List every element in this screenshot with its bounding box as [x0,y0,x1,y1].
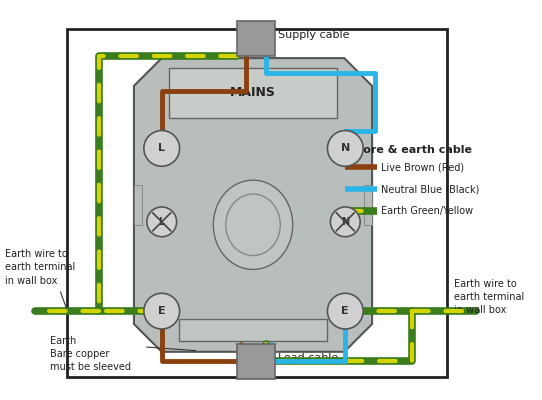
Text: Neutral Blue (Black): Neutral Blue (Black) [381,184,479,194]
Bar [169,68,337,118]
Text: Live Brown (Red): Live Brown (Red) [381,162,464,172]
Text: Earth wire to
earth terminal
in wall box: Earth wire to earth terminal in wall box [454,279,525,316]
Ellipse shape [214,180,293,270]
Bar [237,344,275,379]
Text: Earth Green/Yellow: Earth Green/Yellow [381,206,473,216]
Polygon shape [134,58,372,352]
Text: L: L [159,217,165,227]
Text: MAINS: MAINS [230,86,276,99]
Text: Earth wire to
earth terminal
in wall box: Earth wire to earth terminal in wall box [5,249,75,286]
Bar [237,21,275,56]
Circle shape [327,130,363,166]
Bar [364,185,372,225]
Circle shape [144,130,179,166]
Text: E: E [158,306,165,316]
Text: 2 core & earth cable: 2 core & earth cable [345,146,472,156]
Text: E: E [341,306,349,316]
Text: Supply cable: Supply cable [278,30,350,40]
Circle shape [147,207,177,237]
Bar [67,29,447,377]
Text: Load cable: Load cable [278,353,338,363]
Circle shape [327,293,363,329]
Bar [134,185,142,225]
Text: N: N [341,217,350,227]
Text: L: L [158,144,165,154]
Bar [179,319,327,341]
Text: Earth
Bare copper
must be sleeved: Earth Bare copper must be sleeved [50,336,131,372]
Circle shape [144,293,179,329]
Circle shape [331,207,360,237]
Text: N: N [341,144,350,154]
